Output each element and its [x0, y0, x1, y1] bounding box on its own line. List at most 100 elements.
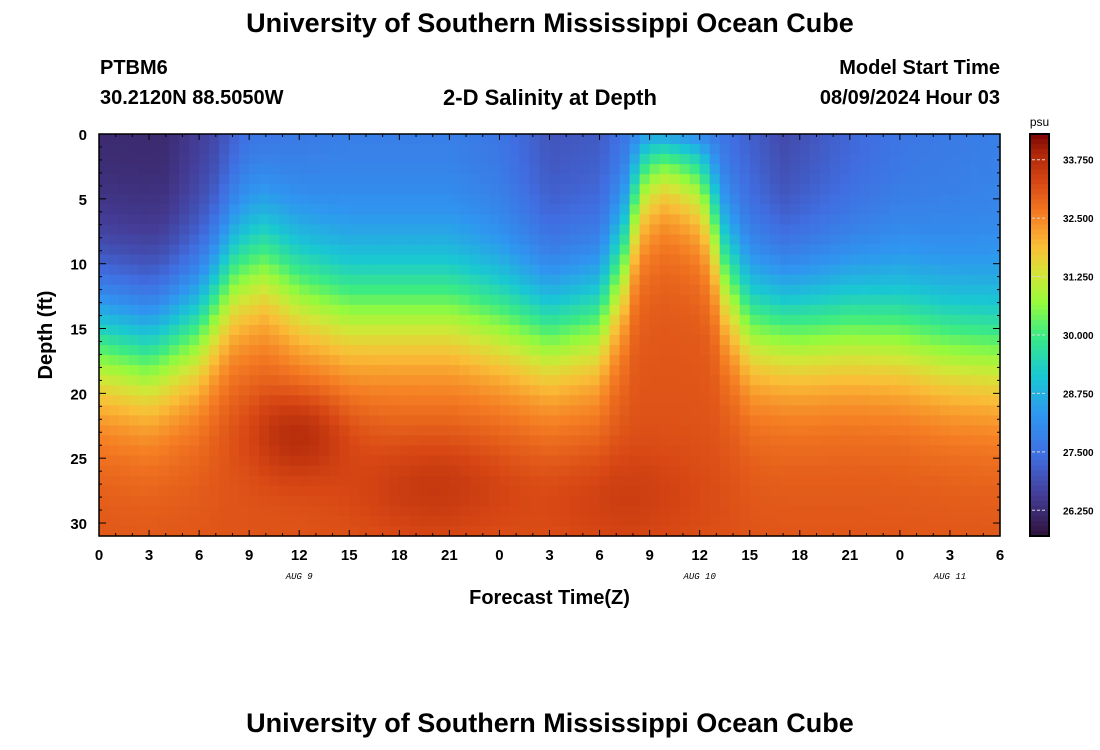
heatmap-cell — [149, 515, 160, 527]
heatmap-cell — [149, 385, 160, 396]
heatmap-cell — [809, 164, 821, 175]
heatmap-cell — [489, 355, 501, 366]
heatmap-cell — [789, 174, 801, 185]
heatmap-cell — [619, 355, 631, 366]
heatmap-cell — [739, 455, 751, 467]
heatmap-cell — [379, 515, 390, 527]
heatmap-cell — [739, 274, 751, 286]
heatmap-cell — [169, 164, 180, 175]
heatmap-cell — [789, 304, 801, 316]
heatmap-cell — [219, 304, 230, 316]
heatmap-cell — [909, 254, 921, 266]
heatmap-cell — [429, 184, 440, 195]
heatmap-cell — [339, 284, 350, 296]
heatmap-cell — [669, 244, 681, 256]
date-label: AUG 10 — [682, 572, 716, 582]
heatmap-cell — [799, 134, 811, 145]
heatmap-cell — [159, 134, 170, 145]
heatmap-cell — [609, 475, 621, 487]
heatmap-cell — [409, 485, 420, 497]
heatmap-cell — [249, 485, 260, 497]
heatmap-cell — [219, 204, 230, 215]
colorbar-segment — [1030, 345, 1049, 351]
heatmap-cell — [719, 525, 731, 537]
heatmap-cell — [819, 455, 831, 467]
heatmap-cell — [989, 435, 1001, 447]
heatmap-cell — [509, 234, 521, 246]
heatmap-cell — [229, 415, 240, 427]
heatmap-cell — [699, 184, 711, 195]
heatmap-cell — [619, 234, 631, 246]
heatmap-cell — [379, 435, 390, 447]
heatmap-cell — [519, 445, 531, 457]
heatmap-cell — [169, 284, 180, 296]
heatmap-cell — [219, 174, 230, 185]
heatmap-cell — [749, 525, 761, 537]
heatmap-cell — [989, 445, 1001, 457]
heatmap-cell — [279, 224, 290, 236]
heatmap-cell — [599, 405, 611, 416]
heatmap-cell — [209, 415, 220, 427]
heatmap-cell — [979, 274, 991, 286]
heatmap-cell — [119, 264, 130, 276]
heatmap-cell — [369, 144, 380, 155]
heatmap-cell — [219, 154, 230, 165]
heatmap-cell — [699, 335, 711, 346]
heatmap-cell — [359, 324, 370, 336]
heatmap-cell — [359, 274, 370, 286]
heatmap-cell — [249, 224, 260, 236]
heatmap-cell — [829, 134, 841, 145]
heatmap-cell — [369, 445, 380, 457]
heatmap-cell — [839, 214, 851, 226]
heatmap-cell — [799, 184, 811, 195]
heatmap-cell — [239, 475, 250, 487]
heatmap-cell — [399, 164, 410, 175]
heatmap-cell — [859, 365, 871, 376]
heatmap-cell — [619, 485, 631, 497]
heatmap-cell — [649, 254, 661, 266]
heatmap-cell — [949, 475, 961, 487]
heatmap-cell — [499, 304, 511, 316]
heatmap-cell — [939, 475, 951, 487]
heatmap-cell — [489, 425, 501, 437]
heatmap-cell — [119, 194, 130, 205]
heatmap-cell — [229, 445, 240, 457]
heatmap-cell — [709, 294, 721, 306]
heatmap-cell — [479, 405, 491, 416]
heatmap-cell — [319, 505, 330, 517]
heatmap-cell — [729, 405, 741, 416]
heatmap-cell — [619, 194, 631, 205]
heatmap-cell — [169, 525, 180, 537]
heatmap-cell — [949, 174, 961, 185]
heatmap-cell — [289, 485, 300, 497]
heatmap-cell — [579, 154, 591, 165]
heatmap-cell — [439, 284, 450, 296]
heatmap-cell — [869, 324, 881, 336]
heatmap-cell — [709, 495, 721, 507]
colorbar-segment — [1030, 350, 1049, 356]
heatmap-cell — [719, 244, 731, 256]
heatmap-cell — [589, 505, 601, 517]
heatmap-cell — [569, 144, 581, 155]
heatmap-cell — [479, 415, 491, 427]
heatmap-cell — [449, 304, 460, 316]
heatmap-cell — [149, 234, 160, 246]
heatmap-cell — [369, 244, 380, 256]
heatmap-cell — [679, 164, 691, 175]
heatmap-cell — [389, 385, 400, 396]
heatmap-cell — [909, 415, 921, 427]
heatmap-cell — [449, 475, 460, 487]
heatmap-cell — [119, 415, 130, 427]
heatmap-cell — [929, 335, 941, 346]
heatmap-cell — [199, 234, 210, 246]
heatmap-cell — [119, 174, 130, 185]
heatmap-cell — [519, 284, 531, 296]
heatmap — [99, 134, 1001, 537]
heatmap-cell — [539, 304, 551, 316]
heatmap-cell — [399, 204, 410, 215]
colorbar-segment — [1030, 380, 1049, 386]
heatmap-cell — [109, 425, 120, 437]
heatmap-cell — [299, 485, 310, 497]
heatmap-cell — [839, 184, 851, 195]
heatmap-cell — [329, 294, 340, 306]
